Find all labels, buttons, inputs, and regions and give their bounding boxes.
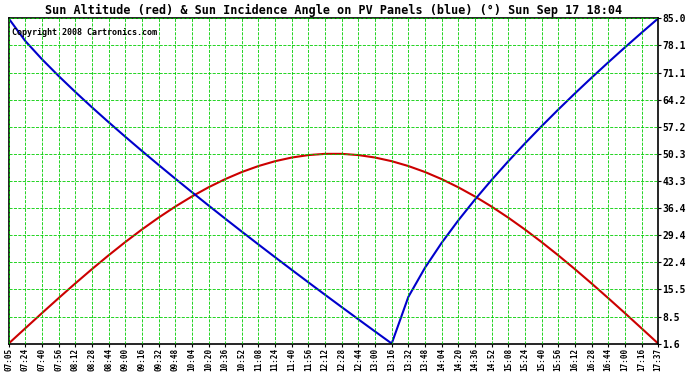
Title: Sun Altitude (red) & Sun Incidence Angle on PV Panels (blue) (°) Sun Sep 17 18:0: Sun Altitude (red) & Sun Incidence Angle… <box>45 4 622 17</box>
Text: Copyright 2008 Cartronics.com: Copyright 2008 Cartronics.com <box>12 28 157 37</box>
